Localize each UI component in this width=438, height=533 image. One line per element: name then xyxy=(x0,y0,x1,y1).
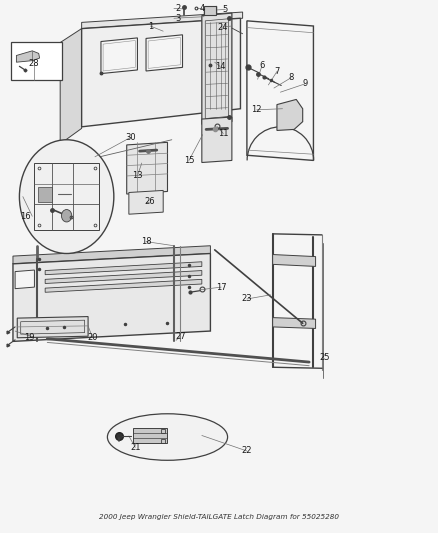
Text: 2000 Jeep Wrangler Shield-TAILGATE Latch Diagram for 55025280: 2000 Jeep Wrangler Shield-TAILGATE Latch… xyxy=(99,514,339,520)
Polygon shape xyxy=(129,190,163,214)
Text: 17: 17 xyxy=(216,282,226,292)
Circle shape xyxy=(19,140,114,254)
Circle shape xyxy=(61,209,72,222)
Polygon shape xyxy=(146,35,183,71)
Polygon shape xyxy=(60,29,81,144)
Polygon shape xyxy=(81,18,240,127)
Text: 5: 5 xyxy=(223,5,228,14)
Polygon shape xyxy=(45,279,202,292)
Polygon shape xyxy=(45,271,202,284)
Polygon shape xyxy=(17,317,88,338)
Polygon shape xyxy=(272,318,315,328)
Bar xyxy=(38,187,52,202)
Text: 28: 28 xyxy=(28,59,39,68)
Polygon shape xyxy=(13,246,210,264)
Polygon shape xyxy=(101,38,138,74)
Text: 7: 7 xyxy=(274,67,279,76)
Text: 25: 25 xyxy=(319,353,329,362)
Text: 24: 24 xyxy=(217,22,228,31)
Polygon shape xyxy=(15,270,35,289)
Text: 12: 12 xyxy=(251,105,262,114)
Text: 9: 9 xyxy=(302,79,307,88)
Bar xyxy=(11,42,62,80)
Text: 23: 23 xyxy=(242,295,252,303)
Text: 14: 14 xyxy=(215,62,225,71)
Polygon shape xyxy=(277,100,303,131)
Text: 16: 16 xyxy=(21,212,31,221)
Text: 19: 19 xyxy=(24,333,35,342)
Text: 11: 11 xyxy=(218,129,229,138)
Polygon shape xyxy=(272,255,315,266)
Text: 30: 30 xyxy=(126,133,136,142)
Text: 20: 20 xyxy=(87,333,98,342)
Polygon shape xyxy=(13,254,210,342)
Text: 22: 22 xyxy=(242,447,252,456)
Polygon shape xyxy=(202,117,232,163)
Text: 4: 4 xyxy=(199,4,205,13)
Polygon shape xyxy=(81,12,243,29)
Polygon shape xyxy=(16,51,39,62)
Text: 26: 26 xyxy=(144,197,155,206)
Text: 6: 6 xyxy=(259,61,265,70)
Polygon shape xyxy=(45,262,202,274)
Ellipse shape xyxy=(107,414,228,461)
Text: 1: 1 xyxy=(148,21,153,30)
Text: 8: 8 xyxy=(289,73,294,82)
Text: 13: 13 xyxy=(132,172,143,181)
Polygon shape xyxy=(127,142,167,194)
Text: 18: 18 xyxy=(141,237,152,246)
Text: 15: 15 xyxy=(184,156,194,165)
Bar xyxy=(35,163,99,230)
FancyBboxPatch shape xyxy=(133,427,167,443)
FancyBboxPatch shape xyxy=(204,6,216,15)
Polygon shape xyxy=(202,13,232,124)
Text: 21: 21 xyxy=(130,443,141,452)
Text: 3: 3 xyxy=(176,14,181,23)
Text: 2: 2 xyxy=(176,4,181,13)
Text: 27: 27 xyxy=(175,332,186,341)
